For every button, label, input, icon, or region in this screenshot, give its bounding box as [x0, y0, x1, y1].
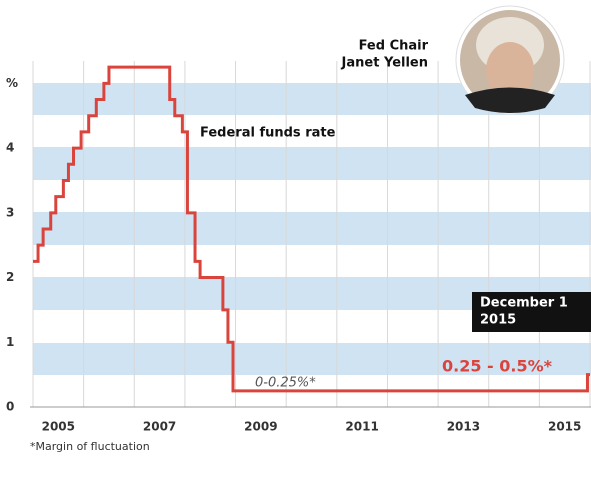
y-tick-label: 4 [6, 141, 14, 155]
x-tick-label: 2015 [548, 420, 581, 434]
stripes [33, 83, 591, 375]
vertical-grid [32, 61, 591, 407]
x-tick-label: 2005 [42, 420, 75, 434]
y-tick-label: % [6, 76, 18, 90]
annotation: 0-0.25%* [255, 376, 316, 391]
series-label: Federal funds rate [200, 126, 336, 141]
annotation: December 1 [480, 296, 568, 311]
y-tick-label: 3 [6, 205, 14, 219]
person-name: Janet Yellen [341, 56, 428, 71]
annotation: 2015 [480, 313, 516, 328]
x-tick-label: 2013 [447, 420, 480, 434]
x-tick-label: 2007 [143, 420, 176, 434]
rate-line [33, 65, 590, 393]
y-tick-label: 2 [6, 270, 14, 284]
y-tick-label: 0 [6, 400, 14, 414]
footnote: *Margin of fluctuation [30, 440, 150, 453]
y-tick-label: 1 [6, 335, 14, 349]
portrait [455, 5, 565, 115]
annotation: 0.25 - 0.5%* [442, 357, 553, 376]
person-role: Fed Chair [359, 39, 429, 54]
x-tick-label: 2011 [345, 420, 378, 434]
date-box [472, 292, 591, 332]
x-tick-label: 2009 [244, 420, 277, 434]
